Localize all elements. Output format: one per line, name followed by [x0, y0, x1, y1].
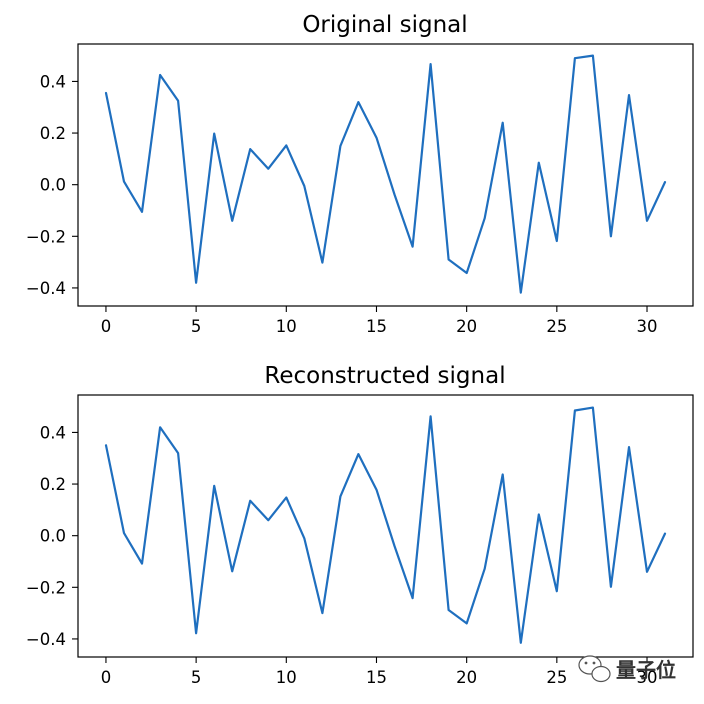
- original-signal-line: [104, 54, 667, 294]
- y-tick-label: 0.4: [40, 423, 66, 442]
- x-tick-label: 5: [191, 317, 202, 336]
- reconstructed-signal-panel: Reconstructed signal 0 5 10 15 20 25 30 −0.4 −0.…: [26, 363, 694, 687]
- x-tick-label: 15: [366, 317, 387, 336]
- x-tick-label: 10: [276, 317, 297, 336]
- x-tick-label: 30: [637, 317, 658, 336]
- x-tick-label: 25: [546, 668, 567, 687]
- y-tick-label: 0.2: [40, 124, 66, 143]
- wechat-bubble-icon: [578, 655, 611, 683]
- y-tick-label: 0.2: [40, 475, 66, 494]
- watermark: 量子位: [578, 655, 676, 683]
- axes-frame: [77, 394, 694, 658]
- x-tick-label: 30: [637, 668, 658, 687]
- x-tick-label: 0: [101, 668, 112, 687]
- watermark-text: 量子位: [616, 658, 676, 682]
- x-tick-label: 10: [276, 668, 297, 687]
- y-tick-label: 0.0: [40, 527, 66, 546]
- y-tick-label: −0.4: [26, 630, 66, 649]
- axes-frame: [77, 43, 694, 307]
- x-tick-label: 15: [366, 668, 387, 687]
- y-tick-label: 0.0: [40, 176, 66, 195]
- y-tick-label: 0.4: [40, 72, 66, 91]
- x-tick-label: 0: [101, 317, 112, 336]
- x-tick-label: 20: [456, 668, 477, 687]
- chart-title: Reconstructed signal: [264, 363, 505, 389]
- y-tick-label: −0.4: [26, 279, 66, 298]
- reconstructed-signal-line: [104, 406, 667, 644]
- x-tick-label: 20: [456, 317, 477, 336]
- x-tick-label: 25: [546, 317, 567, 336]
- x-tick-label: 5: [191, 668, 202, 687]
- chart-title: Original signal: [302, 12, 467, 38]
- y-tick-label: −0.2: [26, 578, 66, 597]
- y-tick-label: −0.2: [26, 227, 66, 246]
- original-signal-panel: Original signal 0 5 10 15 20 25 30 −0.4 −0.2 0.0 0…: [26, 12, 694, 336]
